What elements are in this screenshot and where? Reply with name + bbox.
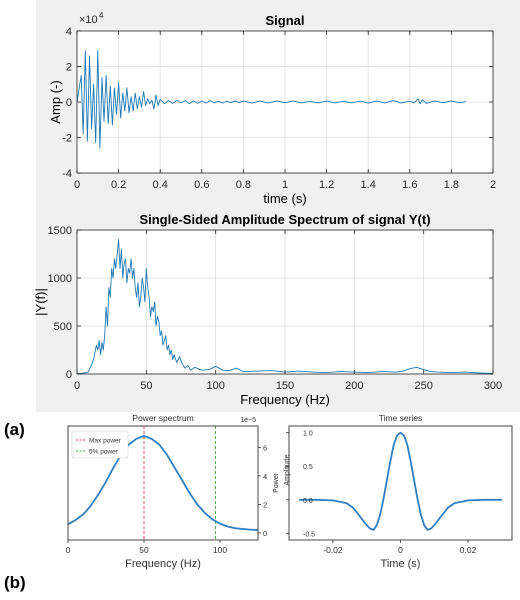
signal-ytick-label: 4 (66, 26, 72, 38)
signal-xtick-label: 1.8 (444, 179, 459, 191)
signal-xlabel: time (s) (263, 191, 306, 206)
time-series-ytick-label: 0.5 (303, 464, 313, 471)
power-spectrum-chart: 0 50 100 0 2 4 6 Power spectrum Frequency (Hz) Po… (66, 413, 280, 570)
power-spectrum-xtick-label: 50 (139, 545, 149, 555)
spectrum-chart: 0 50 100 150 200 250 300 0 500 1000 1500 Single-Sid… (33, 212, 502, 407)
spectrum-ytick-label: 1500 (48, 225, 72, 237)
signal-xtick-label: 0 (74, 179, 80, 191)
spectrum-ylabel: |Y(f)| (33, 288, 48, 316)
signal-xtick-label: 1 (282, 179, 288, 191)
time-series-title: Time series (379, 413, 423, 423)
signal-series-line (77, 50, 467, 149)
signal-title: Signal (265, 13, 304, 28)
power-spectrum-legend (71, 430, 129, 459)
time-series-ytick-label: 1.0 (303, 431, 313, 438)
signal-ytick-label: -2 (62, 133, 72, 145)
signal-xtick-label: 1.2 (319, 179, 334, 191)
signal-y-exponent: ×10 (79, 14, 98, 26)
signal-xtick-label: 1.4 (361, 179, 376, 191)
time-series-ytick-label: -0.5 (303, 531, 315, 538)
power-spectrum-ytick-label: 2 (263, 500, 267, 509)
power-spectrum-ylabel: Power (273, 472, 280, 493)
signal-chart: 0 0.2 0.4 0.6 0.8 1 1.2 1.4 1.6 1.8 2 -4 -2 0 2 4 Signal… (48, 11, 496, 206)
time-series-ylabel: Amplitude (284, 454, 291, 485)
signal-xtick-label: 0.8 (236, 179, 251, 191)
spectrum-xtick-label: 100 (206, 380, 224, 392)
signal-ytick-label: 2 (66, 62, 72, 74)
time-series-plot-area (289, 426, 512, 540)
time-series-series-line (299, 431, 502, 531)
spectrum-xtick-label: 250 (414, 380, 432, 392)
power-spectrum-xtick-label: 0 (66, 545, 71, 555)
spectrum-xtick-label: 50 (140, 380, 152, 392)
signal-y-exponent-power: 4 (99, 11, 104, 20)
power-spectrum-xtick-label: 100 (213, 545, 227, 555)
power-spectrum-xlabel: Frequency (Hz) (125, 558, 201, 570)
power-spectrum-ytick-label: 0 (263, 529, 267, 538)
spectrum-series-line (77, 239, 493, 374)
signal-xtick-label: 0.6 (194, 179, 209, 191)
signal-xtick-label: 0.2 (111, 179, 126, 191)
signal-ylabel: Amp (-) (48, 80, 63, 123)
legend-entry: 5% power (89, 449, 119, 456)
spectrum-xtick-label: 150 (276, 380, 294, 392)
time-series-xtick-label: -0.02 (323, 545, 343, 555)
time-series-ytick-label: 0.0 (303, 498, 313, 505)
legend-entry: Max power (89, 438, 122, 445)
signal-xtick-label: 1.6 (402, 179, 417, 191)
panel-label-a: (a) (4, 420, 25, 439)
spectrum-xtick-label: 200 (345, 380, 363, 392)
spectrum-xtick-label: 0 (74, 380, 80, 392)
spectrum-title: Single-Sided Amplitude Spectrum of signa… (139, 212, 430, 227)
spectrum-ytick-label: 500 (54, 321, 72, 333)
signal-xtick-label: 0.4 (153, 179, 168, 191)
spectrum-xtick-label: 300 (484, 380, 502, 392)
time-series-chart: -0.02 0 0.02 Time series Time (s) Amplitude -0… (284, 413, 513, 570)
time-series-xtick-label: 0.02 (460, 545, 477, 555)
signal-xtick-label: 2 (490, 179, 496, 191)
power-spectrum-title: Power spectrum (132, 413, 193, 423)
power-spectrum-ytick-label: 6 (263, 443, 267, 452)
power-spectrum-series-line (68, 435, 258, 531)
signal-ytick-label: 0 (66, 97, 72, 109)
time-series-xlabel: Time (s) (381, 558, 421, 570)
signal-ytick-label: -4 (62, 168, 72, 180)
power-spectrum-ytick-label: 4 (263, 472, 267, 481)
spectrum-xlabel: Frequency (Hz) (240, 392, 330, 407)
power-spectrum-axes-box (67, 425, 259, 541)
power-spectrum-y-exponent: 1e−5 (240, 417, 256, 424)
time-series-xtick-label: 0 (398, 545, 403, 555)
spectrum-ytick-label: 0 (66, 369, 72, 381)
panel-label-b: (b) (4, 573, 26, 592)
spectrum-ytick-label: 1000 (48, 273, 72, 285)
